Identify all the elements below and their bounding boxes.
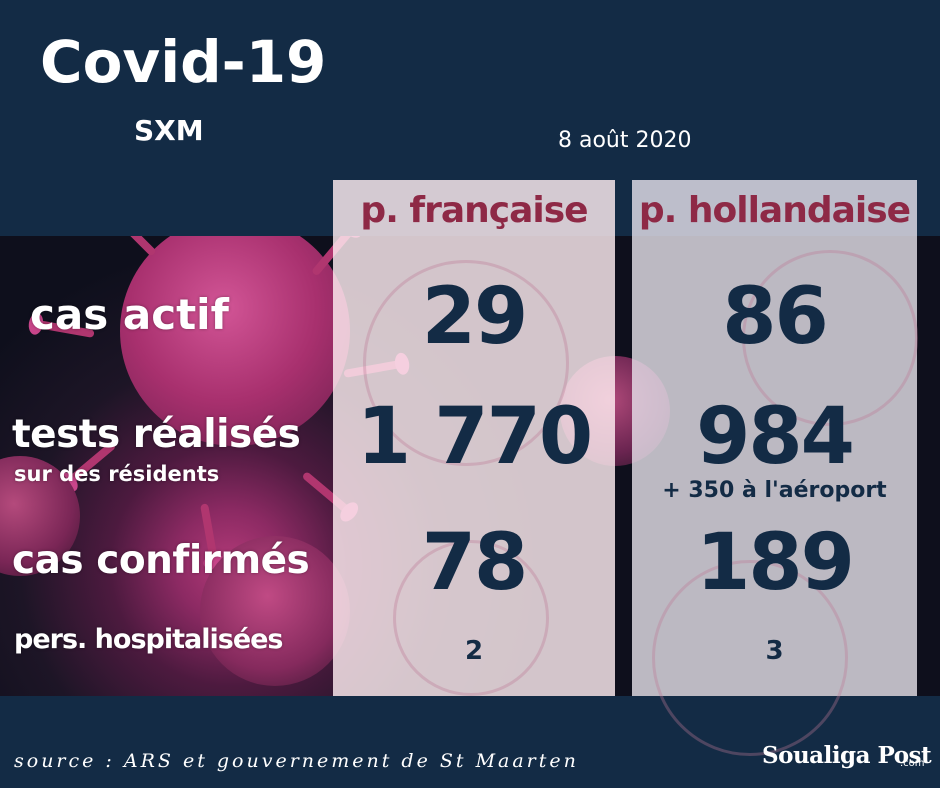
value-hospitalized-french: 2	[464, 636, 484, 666]
column-header-dutch: p. hollandaise	[638, 190, 911, 231]
virus-small	[200, 536, 350, 686]
row-sublabel-tests: sur des résidents	[14, 462, 220, 486]
value-tests-dutch: 984	[696, 392, 855, 482]
value-confirmed-french: 78	[421, 518, 529, 608]
virus-outline	[652, 560, 848, 756]
virus-outline	[393, 540, 549, 696]
column-header-french: p. française	[360, 190, 588, 231]
page-title: Covid-19	[40, 28, 327, 96]
note-tests-airport: + 350 à l'aéroport	[662, 478, 887, 503]
virus-spike	[110, 236, 157, 257]
row-label-hospitalized: pers. hospitalisées	[14, 624, 284, 655]
publisher-logo: Soualiga Post	[762, 742, 932, 769]
page-subtitle: SXM	[134, 114, 204, 147]
row-label-confirmed-cases: cas confirmés	[12, 538, 310, 583]
source-note: source : ARS et gouvernement de St Maart…	[14, 750, 579, 772]
french-side-panel	[333, 180, 615, 696]
row-label-active-cases: cas actif	[30, 290, 229, 339]
row-label-tests: tests réalisés	[12, 412, 301, 457]
virus-outline	[363, 260, 569, 466]
dutch-side-panel	[632, 180, 918, 756]
publisher-logo-suffix: .com	[900, 758, 925, 769]
value-tests-french: 1 770	[356, 392, 593, 482]
value-active-french: 29	[421, 272, 529, 362]
value-hospitalized-dutch: 3	[765, 636, 784, 666]
report-date: 8 août 2020	[558, 128, 692, 153]
value-active-dutch: 86	[722, 272, 829, 362]
value-confirmed-dutch: 189	[696, 518, 855, 608]
virus-outline	[742, 250, 918, 426]
